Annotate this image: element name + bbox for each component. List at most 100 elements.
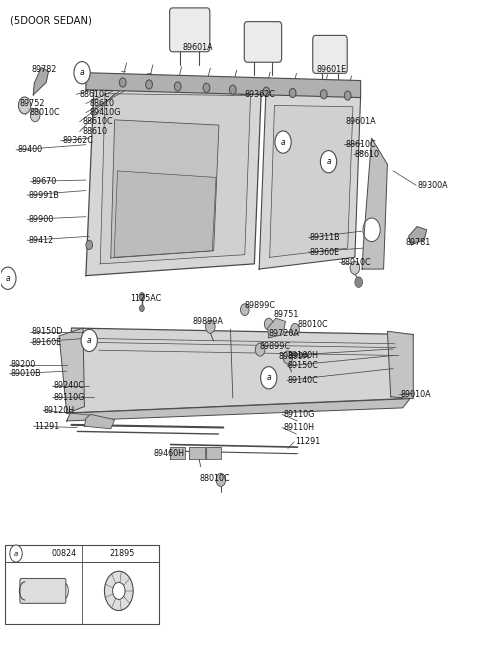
Circle shape xyxy=(113,583,125,600)
Polygon shape xyxy=(189,447,204,459)
Text: 00824: 00824 xyxy=(51,549,76,558)
Text: 89400: 89400 xyxy=(17,146,43,154)
Text: 89362C: 89362C xyxy=(63,136,94,145)
Circle shape xyxy=(229,85,236,94)
Text: a: a xyxy=(266,373,271,382)
Circle shape xyxy=(264,318,273,330)
Circle shape xyxy=(263,87,270,96)
Text: 88610C: 88610C xyxy=(345,140,376,149)
Text: 89110G: 89110G xyxy=(283,410,314,419)
Text: 89150C: 89150C xyxy=(288,361,319,371)
Circle shape xyxy=(283,351,293,364)
Polygon shape xyxy=(100,94,251,264)
Text: 89601E: 89601E xyxy=(317,65,347,74)
Circle shape xyxy=(203,83,210,92)
Text: 88010C: 88010C xyxy=(199,474,230,483)
Text: a: a xyxy=(87,336,92,345)
Polygon shape xyxy=(170,447,185,459)
Circle shape xyxy=(0,267,16,289)
Text: 89899C: 89899C xyxy=(259,342,290,351)
Text: 88010C: 88010C xyxy=(298,319,328,329)
Text: 89140C: 89140C xyxy=(288,376,319,385)
Text: a: a xyxy=(6,274,10,283)
Text: 89900: 89900 xyxy=(28,215,54,224)
Circle shape xyxy=(174,82,181,91)
Circle shape xyxy=(289,89,296,98)
Text: 89751: 89751 xyxy=(274,310,299,319)
Circle shape xyxy=(355,277,362,287)
Polygon shape xyxy=(86,85,262,276)
Circle shape xyxy=(146,80,153,89)
Text: 89899C: 89899C xyxy=(245,301,276,310)
Text: 89991B: 89991B xyxy=(28,191,60,199)
Text: 89781: 89781 xyxy=(405,238,431,247)
Text: 89110G: 89110G xyxy=(53,393,84,402)
Text: 11291: 11291 xyxy=(34,422,60,431)
Text: 89410G: 89410G xyxy=(89,108,120,117)
Circle shape xyxy=(275,131,291,154)
Text: 89720A: 89720A xyxy=(269,329,300,338)
Text: 89601A: 89601A xyxy=(182,43,213,52)
Text: 89200: 89200 xyxy=(10,360,36,369)
Text: 88610: 88610 xyxy=(355,150,380,159)
FancyBboxPatch shape xyxy=(169,8,210,52)
Text: 89601A: 89601A xyxy=(345,117,376,126)
Circle shape xyxy=(10,545,22,562)
Text: 88010C: 88010C xyxy=(340,258,371,267)
Circle shape xyxy=(120,78,126,87)
Text: 88610: 88610 xyxy=(82,127,107,136)
Polygon shape xyxy=(268,318,286,338)
Text: a: a xyxy=(326,157,331,166)
Circle shape xyxy=(321,151,336,173)
Text: 89362C: 89362C xyxy=(245,91,276,100)
Circle shape xyxy=(350,261,360,274)
Circle shape xyxy=(18,97,31,114)
Text: 89670: 89670 xyxy=(32,177,57,186)
Circle shape xyxy=(321,90,327,99)
Circle shape xyxy=(255,343,265,356)
Text: 89010B: 89010B xyxy=(10,369,41,379)
Text: 89160E: 89160E xyxy=(32,338,62,347)
Circle shape xyxy=(363,218,380,241)
Circle shape xyxy=(216,474,226,486)
Text: 21895: 21895 xyxy=(109,549,134,558)
Text: 89160H: 89160H xyxy=(288,351,319,360)
Text: 88010C: 88010C xyxy=(29,108,60,117)
Text: 1125AC: 1125AC xyxy=(130,294,161,303)
Polygon shape xyxy=(259,94,360,269)
Circle shape xyxy=(291,323,300,335)
Text: 89240C: 89240C xyxy=(53,381,84,390)
FancyBboxPatch shape xyxy=(20,579,66,604)
Text: 89120H: 89120H xyxy=(44,406,75,415)
FancyBboxPatch shape xyxy=(244,22,282,62)
Polygon shape xyxy=(84,415,115,429)
Text: 11291: 11291 xyxy=(295,438,320,446)
Text: 89360E: 89360E xyxy=(310,247,339,256)
Text: 88610C: 88610C xyxy=(82,117,113,127)
Circle shape xyxy=(81,329,97,352)
Text: 89300A: 89300A xyxy=(417,181,448,190)
Circle shape xyxy=(105,571,133,611)
Polygon shape xyxy=(33,68,48,95)
Circle shape xyxy=(240,304,249,316)
Polygon shape xyxy=(270,106,353,257)
Text: a: a xyxy=(281,138,286,146)
Circle shape xyxy=(140,305,144,312)
FancyBboxPatch shape xyxy=(313,35,347,73)
Text: 89899A: 89899A xyxy=(192,317,223,326)
Polygon shape xyxy=(387,331,413,399)
Bar xyxy=(5,545,158,624)
Text: a: a xyxy=(80,68,84,77)
Circle shape xyxy=(74,62,90,84)
Polygon shape xyxy=(59,328,84,413)
Text: 89412: 89412 xyxy=(28,236,54,245)
Polygon shape xyxy=(111,120,219,258)
Circle shape xyxy=(205,320,215,333)
Text: 89311B: 89311B xyxy=(310,233,340,242)
Polygon shape xyxy=(67,399,410,421)
Text: 89782: 89782 xyxy=(32,65,57,74)
Text: 89752: 89752 xyxy=(20,99,45,108)
Polygon shape xyxy=(206,447,221,459)
Text: 88610: 88610 xyxy=(89,99,114,108)
Text: 89899A: 89899A xyxy=(278,352,309,361)
